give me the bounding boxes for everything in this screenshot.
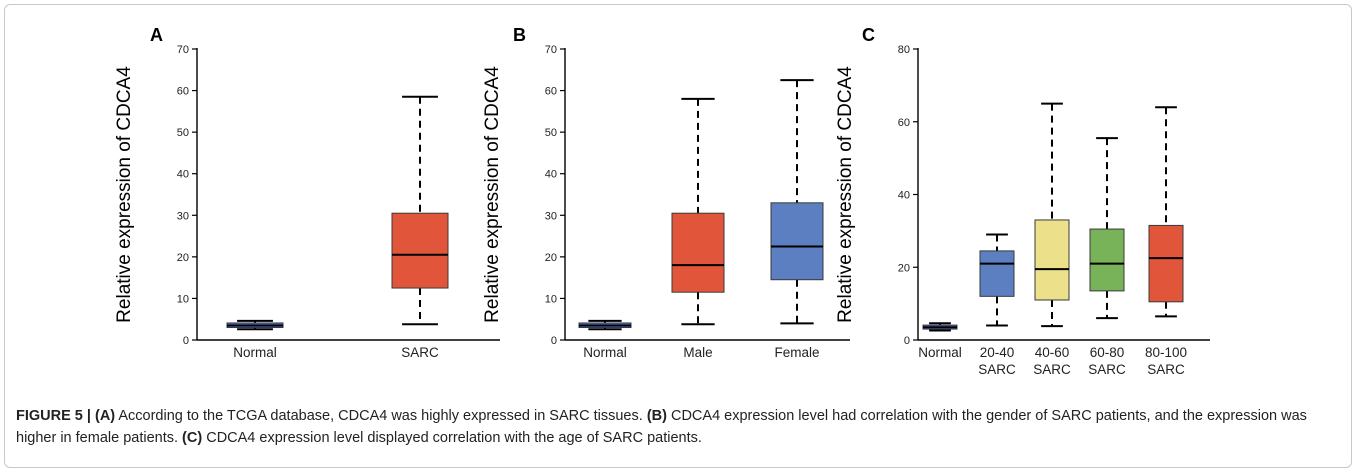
figure-caption: FIGURE 5 | (A) According to the TCGA dat…: [16, 405, 1336, 449]
panel-b-x-tick-label: Female: [774, 345, 819, 360]
panel-c-x-tick-label: 20-40 SARC: [978, 345, 1016, 377]
panel-b-y-tick-label: 40: [545, 169, 557, 181]
panel-b-box-3: Female: [770, 79, 824, 360]
panel-c: C 0 20 40 60 80 Relative expression of CDCA4 No…: [835, 25, 1210, 377]
panel-a-y-tick-label: 30: [177, 210, 189, 222]
panel-b-x-tick-label-line: Normal: [583, 345, 627, 360]
caption-part-a-label: (A): [95, 408, 116, 424]
caption-part-b-label: (B): [646, 408, 667, 424]
panel-a-box-2: SARC: [391, 95, 449, 360]
panel-b-y-tick-label: 50: [545, 127, 557, 139]
panel-a-x-tick-label-line: SARC: [401, 345, 439, 360]
panel-c-y-axis-label: Relative expression of CDCA4: [835, 66, 856, 323]
panel-c-x-tick-label: 40-60 SARC: [1033, 345, 1071, 377]
panel-b-iqr-box: [770, 202, 824, 281]
panel-c-box-2: 20-40 SARC: [978, 233, 1016, 377]
panel-b: B 0 10 20 30 40 50 60 70 Relative expression of C…: [482, 25, 850, 360]
panel-b-y-axis-label: Relative expression of CDCA4: [482, 66, 503, 323]
panel-c-box-1: Normal: [918, 322, 962, 360]
panel-c-x-tick-label-line: 20-40: [980, 345, 1015, 360]
panel-a-y-tick-label: 40: [177, 169, 189, 181]
panel-c-iqr-box: [1034, 219, 1070, 301]
caption-part-a-text: According to the TCGA database, CDCA4 wa…: [115, 408, 647, 424]
panel-c-iqr-box: [1148, 224, 1184, 303]
panel-c-box-4: 60-80 SARC: [1088, 137, 1126, 377]
panel-a-y-tick-label: 60: [177, 86, 189, 98]
panel-a-y-tick-label: 10: [177, 293, 189, 305]
panel-c-box-5: 80-100 SARC: [1145, 106, 1187, 377]
panel-b-iqr-box: [671, 212, 725, 293]
panel-a-box-1: Normal: [226, 319, 284, 360]
panel-b-x-tick-label: Male: [683, 345, 712, 360]
panel-a-x-tick-label: SARC: [401, 345, 439, 360]
panel-c-iqr-box: [1089, 228, 1125, 292]
panel-c-iqr-box: [979, 250, 1015, 297]
panel-b-box-1: Normal: [578, 319, 632, 360]
panel-a-y-tick-label: 20: [177, 252, 189, 264]
panel-b-x-tick-label-line: Female: [774, 345, 819, 360]
panel-c-x-tick-label-line: 60-80: [1090, 345, 1125, 360]
panel-c-x-tick-label-line: SARC: [978, 362, 1016, 377]
panel-c-x-tick-label-line: SARC: [1033, 362, 1071, 377]
panel-b-y-tick-label: 20: [545, 252, 557, 264]
panel-b-y-tick-label: 0: [551, 335, 557, 347]
panel-a-x-tick-label-line: Normal: [233, 345, 277, 360]
panel-a-y-tick-label: 70: [177, 44, 189, 56]
panel-a-y-tick-label: 50: [177, 127, 189, 139]
panel-a-letter: A: [150, 25, 163, 45]
panel-c-x-tick-label-line: 80-100: [1145, 345, 1187, 360]
panel-c-x-tick-label-line: 40-60: [1035, 345, 1070, 360]
caption-part-b-text: CDCA4 expression level had correlation w…: [16, 408, 1307, 446]
panel-c-x-tick-label-line: SARC: [1088, 362, 1126, 377]
panel-c-box-3: 40-60 SARC: [1033, 102, 1071, 377]
panel-b-y-tick-label: 30: [545, 210, 557, 222]
panel-c-y-tick-label: 20: [898, 262, 910, 274]
caption-figure-label: FIGURE 5 |: [16, 408, 91, 424]
panel-a: A 0 10 20 30 40 50 60 70 Relative expression of C…: [114, 25, 500, 360]
box-plot-figure: A 0 10 20 30 40 50 60 70 Relative expression of C…: [114, 25, 1210, 377]
panel-b-letter: B: [513, 25, 526, 45]
panel-c-x-tick-label: 60-80 SARC: [1088, 345, 1126, 377]
panel-c-y-tick-label: 40: [898, 190, 910, 202]
panel-a-y-tick-label: 0: [183, 335, 189, 347]
panel-c-x-tick-label-line: SARC: [1147, 362, 1185, 377]
panel-c-letter: C: [862, 25, 875, 45]
panel-c-x-tick-label: 80-100 SARC: [1145, 345, 1187, 377]
caption-part-c-text: CDCA4 expression level displayed correla…: [202, 430, 702, 446]
panel-c-x-tick-label-line: Normal: [918, 345, 962, 360]
panel-b-y-tick-label: 10: [545, 293, 557, 305]
panel-c-y-tick-label: 60: [898, 117, 910, 129]
panel-b-y-tick-label: 60: [545, 86, 557, 98]
panel-b-box-2: Male: [671, 97, 725, 360]
panel-c-x-tick-label: Normal: [918, 345, 962, 360]
caption-part-c-label: (C): [182, 430, 203, 446]
panel-c-y-tick-label: 0: [904, 335, 910, 347]
panel-b-y-tick-label: 70: [545, 44, 557, 56]
panel-a-x-tick-label: Normal: [233, 345, 277, 360]
panel-a-iqr-box: [391, 212, 449, 289]
panel-a-y-axis-label: Relative expression of CDCA4: [114, 66, 135, 323]
panel-b-x-tick-label-line: Male: [683, 345, 712, 360]
panel-b-x-tick-label: Normal: [583, 345, 627, 360]
panel-c-y-tick-label: 80: [898, 44, 910, 56]
